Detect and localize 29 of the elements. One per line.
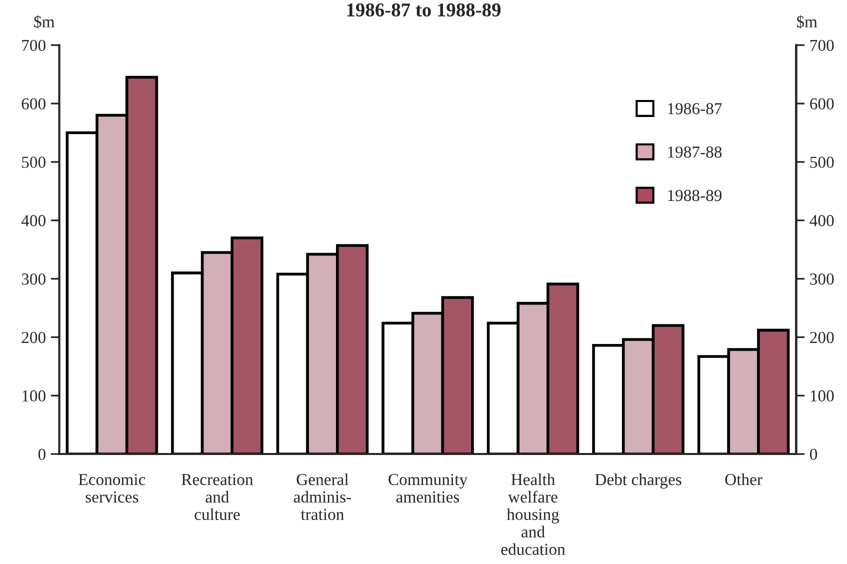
y-tick-label: 500 xyxy=(22,156,46,168)
y2-tick-label: 0 xyxy=(810,448,818,460)
legend-label: 1986-87 xyxy=(668,103,722,114)
y-tick-label: 200 xyxy=(22,332,46,344)
y2-tick-label: 100 xyxy=(810,390,834,402)
y-tick-label: 100 xyxy=(22,390,46,402)
y2-tick-label: 700 xyxy=(810,40,834,52)
y-tick-label: 600 xyxy=(22,98,46,110)
x-tick-label: Community amenities xyxy=(388,474,468,503)
legend-label: 1987-88 xyxy=(668,146,722,158)
legend-label: 1988-89 xyxy=(668,190,722,202)
y2-tick-label: 200 xyxy=(810,332,834,344)
x-tick-label: Recreation and culture xyxy=(182,474,254,520)
x-tick-label: Debt charges xyxy=(595,473,682,489)
x-tick-label: Economic services xyxy=(78,474,146,503)
y2-tick-label: 600 xyxy=(810,98,834,110)
y2-tick-label: 400 xyxy=(810,215,834,226)
chart-subtitle: 1986-87 to 1988-89 xyxy=(347,3,501,17)
x-tick-label: Other xyxy=(725,473,762,486)
y-axis-title: $m xyxy=(34,15,55,29)
y-tick-label: 0 xyxy=(38,448,46,460)
y2-axis-title: $m xyxy=(796,15,818,29)
y-tick-label: 300 xyxy=(22,273,46,285)
y2-tick-label: 500 xyxy=(810,156,834,168)
x-tick-label: General adminis- tration xyxy=(294,473,352,520)
x-tick-label: Health welfare housing and education xyxy=(501,473,566,555)
y-tick-label: 400 xyxy=(21,215,46,226)
y2-tick-label: 300 xyxy=(810,273,834,285)
y-tick-label: 700 xyxy=(22,40,46,52)
